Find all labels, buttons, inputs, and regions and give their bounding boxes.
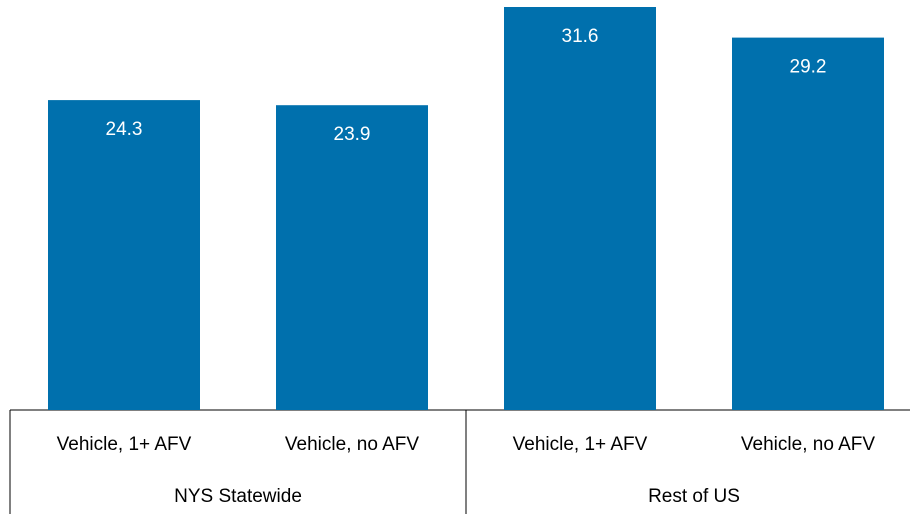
bar <box>732 37 884 410</box>
group-label: NYS Statewide <box>174 486 302 507</box>
category-label: Vehicle, 1+ AFV <box>57 434 192 455</box>
group-label: Rest of US <box>648 486 740 507</box>
bar <box>48 100 200 411</box>
category-label: Vehicle, no AFV <box>285 434 419 455</box>
category-label: Vehicle, no AFV <box>741 434 875 455</box>
bar <box>276 105 428 410</box>
category-label: Vehicle, 1+ AFV <box>513 434 648 455</box>
value-label: 29.2 <box>790 57 827 78</box>
bar <box>504 7 656 410</box>
value-label: 31.6 <box>562 26 599 47</box>
value-label: 23.9 <box>334 124 371 145</box>
value-label: 24.3 <box>106 119 143 140</box>
